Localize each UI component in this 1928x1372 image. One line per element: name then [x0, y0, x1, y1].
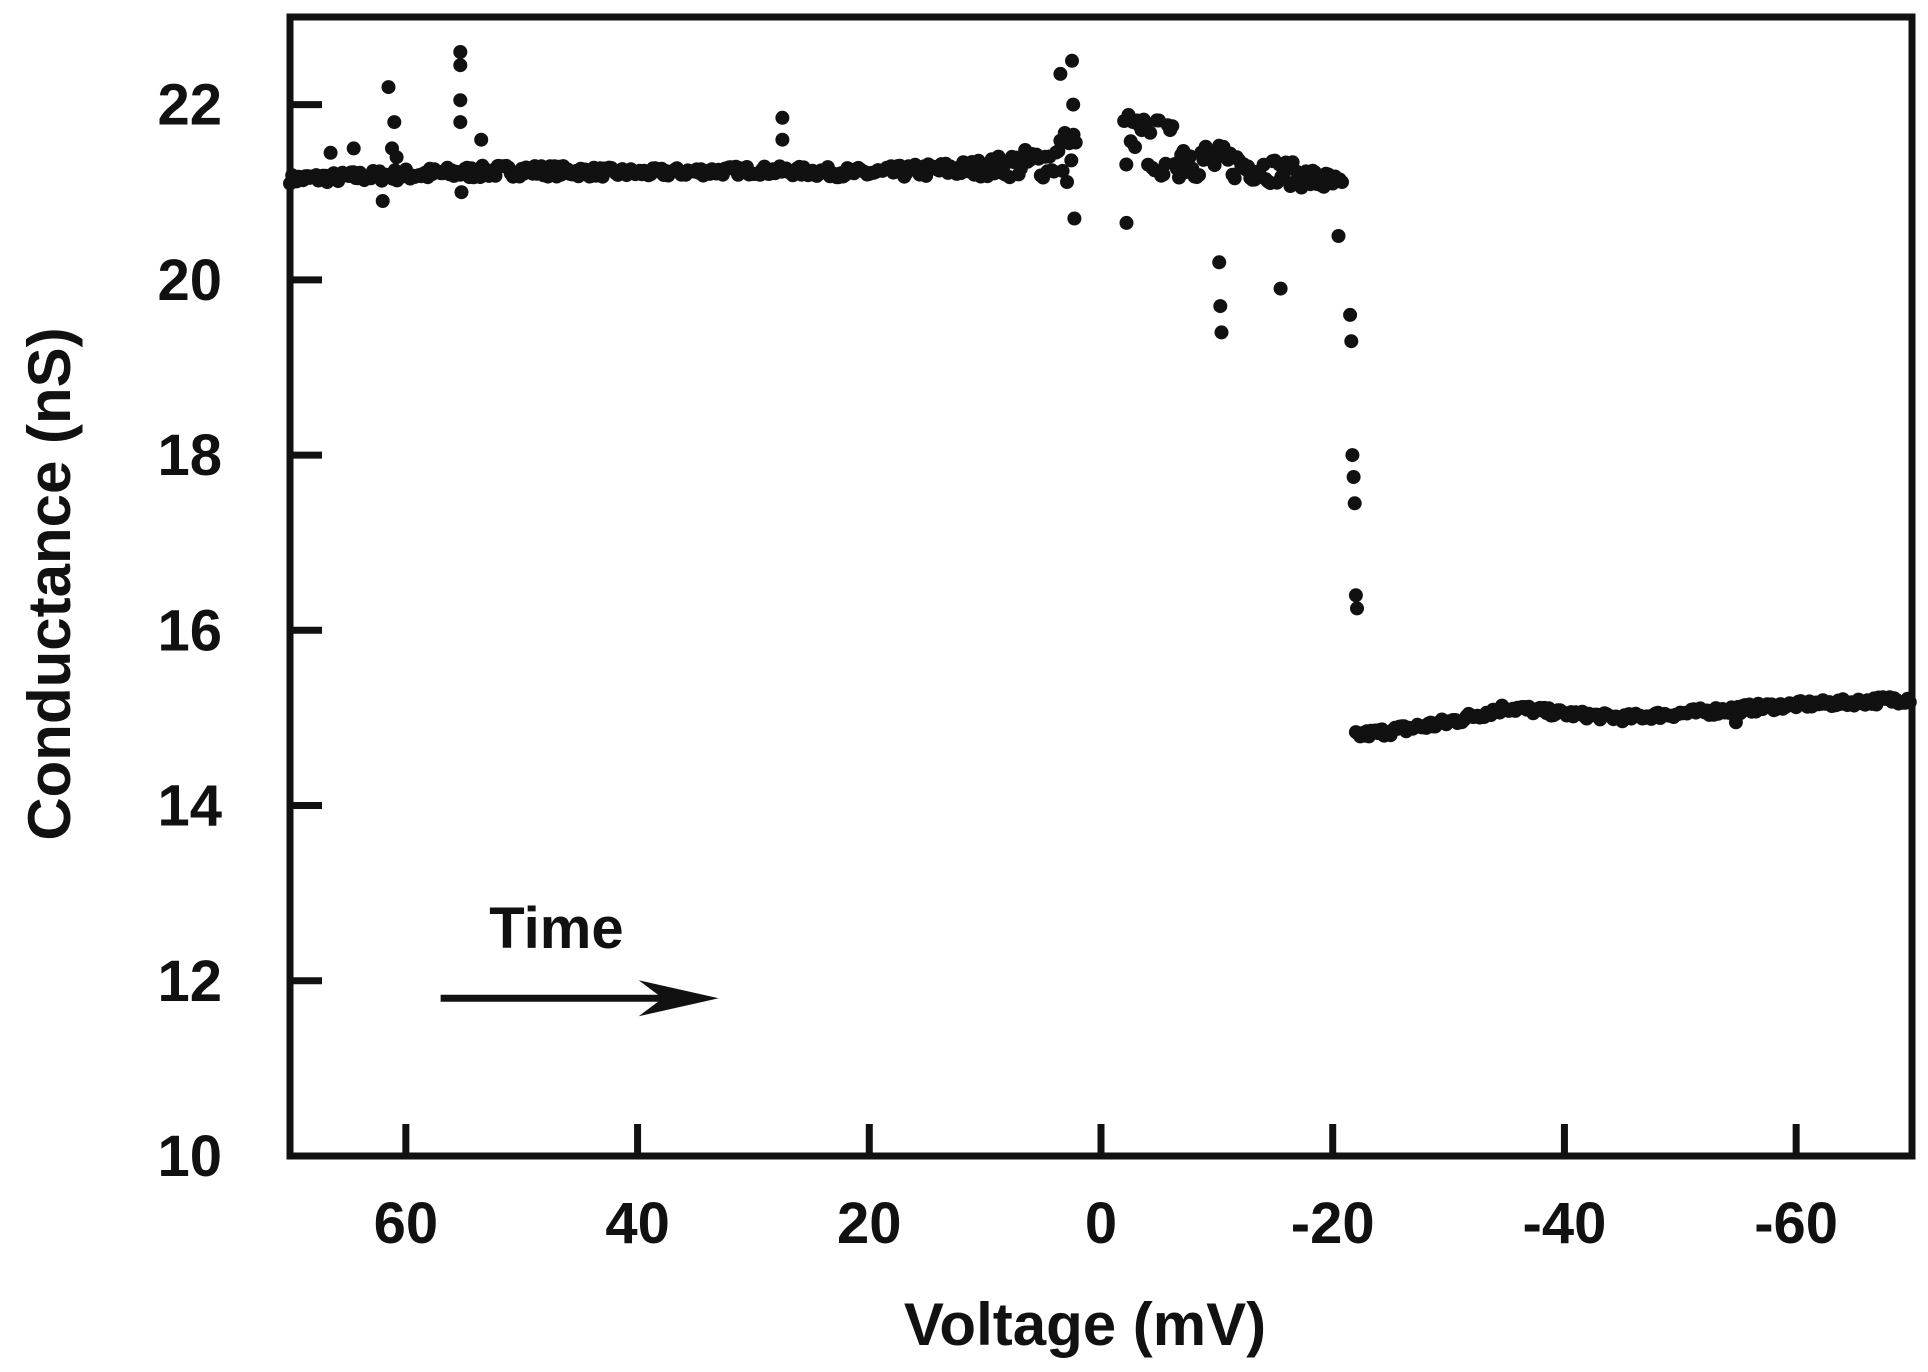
x-tick-label: 0	[1085, 1191, 1117, 1256]
data-point	[1128, 140, 1142, 154]
y-tick-label: 12	[157, 949, 222, 1014]
data-point	[491, 158, 506, 173]
data-point	[453, 115, 468, 130]
x-axis-title: Voltage (mV)	[904, 1291, 1266, 1358]
y-tick-label: 10	[157, 1124, 222, 1189]
data-point	[1344, 334, 1359, 349]
y-tick-label: 16	[157, 598, 222, 663]
data-point	[1273, 281, 1288, 296]
x-tick-label: -40	[1523, 1191, 1607, 1256]
data-point	[389, 150, 404, 165]
y-tick-label: 14	[157, 774, 222, 839]
data-points	[283, 45, 1917, 744]
data-point	[1143, 125, 1158, 140]
data-point	[381, 80, 396, 95]
data-point	[1214, 325, 1229, 340]
data-point	[346, 141, 361, 156]
data-point	[1331, 229, 1346, 243]
data-point	[1192, 168, 1206, 183]
data-point	[387, 115, 402, 130]
time-annotation: Time	[489, 896, 623, 961]
data-point	[1060, 175, 1074, 189]
x-tick-label: 60	[374, 1191, 439, 1256]
data-point	[1068, 135, 1083, 150]
data-point	[1065, 53, 1079, 68]
data-point	[453, 93, 468, 108]
y-axis-ticks: 10 12 14 16 18 20 22	[157, 73, 322, 1189]
data-point	[1053, 66, 1068, 81]
data-point	[1345, 448, 1360, 463]
data-point	[1064, 153, 1079, 168]
data-point	[323, 145, 338, 160]
data-point	[1343, 307, 1358, 322]
data-point	[1347, 496, 1362, 511]
data-point	[775, 132, 790, 147]
data-point	[1227, 171, 1242, 186]
x-axis-ticks: 60 40 20 0 -20 -40 -60	[374, 1124, 1838, 1256]
data-point	[1728, 715, 1743, 730]
data-point	[1346, 470, 1361, 484]
data-point	[1213, 299, 1228, 314]
plot-frame	[286, 13, 1916, 1160]
data-point	[453, 45, 468, 59]
data-point	[474, 132, 489, 147]
data-point	[1119, 157, 1134, 172]
x-tick-label: 40	[605, 1191, 670, 1256]
y-tick-label: 18	[157, 423, 222, 488]
data-point	[375, 194, 390, 208]
y-tick-label: 20	[157, 248, 222, 313]
data-point	[775, 110, 790, 125]
data-point	[1156, 167, 1171, 182]
x-tick-label: -60	[1754, 1191, 1838, 1256]
data-point	[454, 185, 469, 200]
data-point	[1212, 255, 1227, 270]
y-axis-title: Conductance (nS)	[16, 327, 83, 840]
data-point	[1183, 149, 1198, 164]
data-point	[1066, 97, 1081, 112]
data-point	[1119, 215, 1134, 230]
x-tick-label: 20	[837, 1191, 902, 1256]
y-tick-label: 22	[157, 73, 222, 138]
data-point	[1348, 588, 1363, 603]
x-tick-label: -20	[1291, 1191, 1375, 1256]
data-point	[1165, 119, 1180, 134]
data-point	[1051, 144, 1066, 159]
time-arrow-icon	[440, 980, 719, 1017]
data-point	[453, 58, 468, 73]
data-point	[1067, 211, 1082, 226]
data-point	[1335, 175, 1349, 190]
data-point	[1350, 601, 1364, 616]
data-point	[1055, 163, 1070, 178]
